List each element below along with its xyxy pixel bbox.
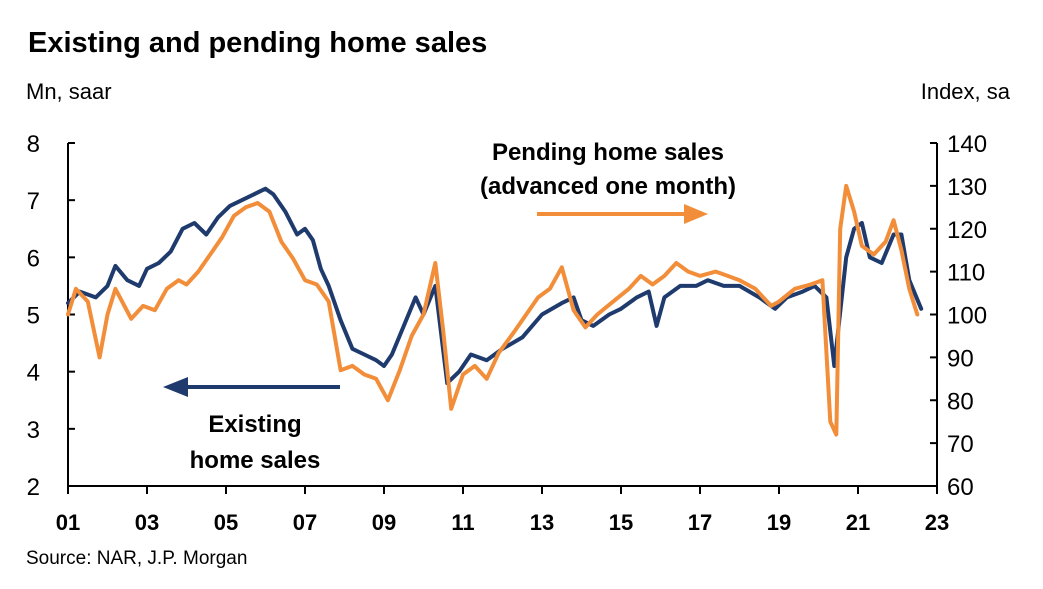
chart-title: Existing and pending home sales [28, 27, 487, 59]
existing-annotation: Existing home sales [163, 377, 340, 474]
right-tick-label: 100 [947, 303, 987, 330]
left-tick-label: 5 [27, 303, 40, 330]
x-tick-label: 09 [372, 510, 396, 535]
pending-annotation-line-2: (advanced one month) [480, 173, 736, 200]
left-axis-unit: Mn, saar [26, 79, 112, 104]
x-tick-label: 07 [293, 510, 317, 535]
right-tick-label: 110 [947, 260, 985, 287]
pending-annotation-line-1: Pending home sales [492, 139, 724, 166]
right-tick-label: 140 [947, 131, 987, 158]
right-tick-label: 90 [947, 345, 974, 372]
left-tick-label: 3 [27, 417, 40, 444]
pending-arrow-head [684, 204, 708, 224]
right-tick-label: 60 [947, 474, 974, 501]
pending-annotation: Pending home sales (advanced one month) [480, 139, 736, 224]
x-tick-label: 11 [451, 510, 474, 535]
x-tick-label: 03 [135, 510, 159, 535]
left-tick-label: 2 [27, 474, 40, 501]
x-tick-label: 19 [767, 510, 791, 535]
x-tick-label: 05 [214, 510, 238, 535]
right-tick-label: 130 [947, 174, 987, 201]
right-tick-label: 70 [947, 431, 974, 458]
left-tick-label: 4 [27, 360, 40, 387]
existing-home-sales-line [66, 186, 924, 386]
pending-home-sales-line [66, 183, 920, 437]
left-tick-label: 8 [27, 131, 40, 158]
x-tick-label: 13 [530, 510, 554, 535]
existing-annotation-line-1: Existing [208, 411, 301, 438]
x-tick-label: 01 [56, 510, 80, 535]
x-tick-label: 15 [609, 510, 633, 535]
series-layer [66, 183, 924, 437]
x-tick-label: 17 [688, 510, 712, 535]
existing-annotation-line-2: home sales [190, 447, 321, 474]
right-tick-label: 80 [947, 388, 974, 415]
left-tick-label: 6 [27, 245, 40, 272]
existing-arrow-head [163, 377, 188, 397]
right-axis-unit: Index, sa [921, 79, 1011, 104]
left-tick-label: 7 [27, 188, 40, 215]
x-tick-label: 23 [925, 510, 949, 535]
right-tick-label: 120 [947, 217, 987, 244]
source-note: Source: NAR, J.P. Morgan [26, 548, 247, 569]
x-tick-label: 21 [846, 510, 870, 535]
